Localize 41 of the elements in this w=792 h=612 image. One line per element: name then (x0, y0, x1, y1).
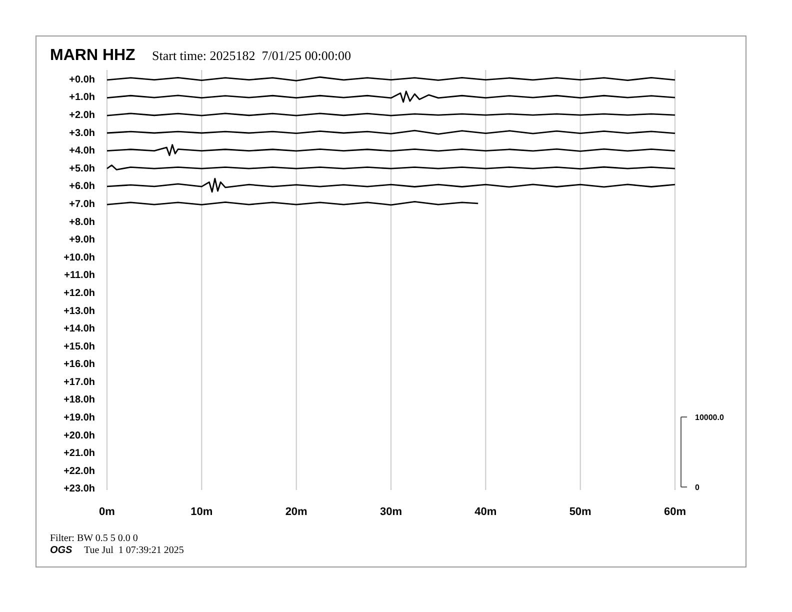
y-tick-label: +10.0h (64, 252, 95, 264)
y-tick-label: +19.0h (64, 412, 95, 424)
line-series (106, 90, 676, 103)
y-tick-label: +9.0h (69, 234, 95, 246)
y-tick-label: +3.0h (69, 128, 95, 139)
y-tick-label: +14.0h (64, 324, 95, 335)
chart-title: MARN HHZ (50, 47, 136, 64)
y2-tick-label: 10000.0 (695, 412, 724, 422)
y-tick-label: +21.0h (64, 448, 95, 460)
x-tick-label: 40m (474, 506, 497, 518)
chart-subtitle: Start time: 2025182 7/01/25 00:00:00 (152, 48, 351, 63)
y-tick-label: +8.0h (69, 216, 95, 228)
y-tick-label: +0.0h (69, 74, 95, 86)
y-tick-label: +11.0h (64, 270, 95, 282)
line-series (106, 144, 676, 156)
y-tick-label: +12.0h (64, 288, 95, 299)
line-series (106, 178, 676, 193)
y-tick-label: +1.0h (69, 92, 95, 104)
text: Filter: BW 0.5 5 0.0 0 (50, 533, 138, 544)
y-tick-label: +15.0h (64, 341, 95, 352)
y-tick-label: +7.0h (69, 198, 95, 210)
y-tick-label: +17.0h (64, 376, 95, 388)
x-tick-label: 50m (569, 506, 592, 518)
y-tick-label: +20.0h (64, 430, 95, 442)
y-tick-label: +13.0h (64, 306, 95, 317)
y-tick-label: +2.0h (69, 110, 95, 121)
y-tick-label: +5.0h (69, 163, 95, 174)
x-tick-label: 20m (285, 506, 308, 518)
y2-tick-label: 0 (695, 482, 700, 492)
y-tick-label: +18.0h (64, 394, 95, 406)
text: Tue Jul 1 07:39:21 2025 (84, 545, 184, 556)
text: OGS (50, 545, 73, 556)
x-tick-label: 30m (380, 506, 402, 518)
y-tick-label: +16.0h (64, 359, 95, 370)
y-tick-label: +6.0h (69, 181, 95, 192)
y-tick-label: +23.0h (64, 484, 95, 495)
x-tick-label: 60m (664, 506, 686, 518)
y-tick-label: +4.0h (69, 146, 95, 157)
y-tick-label: +22.0h (64, 466, 95, 477)
x-tick-label: 10m (190, 506, 213, 518)
x-tick-label: 0m (99, 506, 116, 518)
